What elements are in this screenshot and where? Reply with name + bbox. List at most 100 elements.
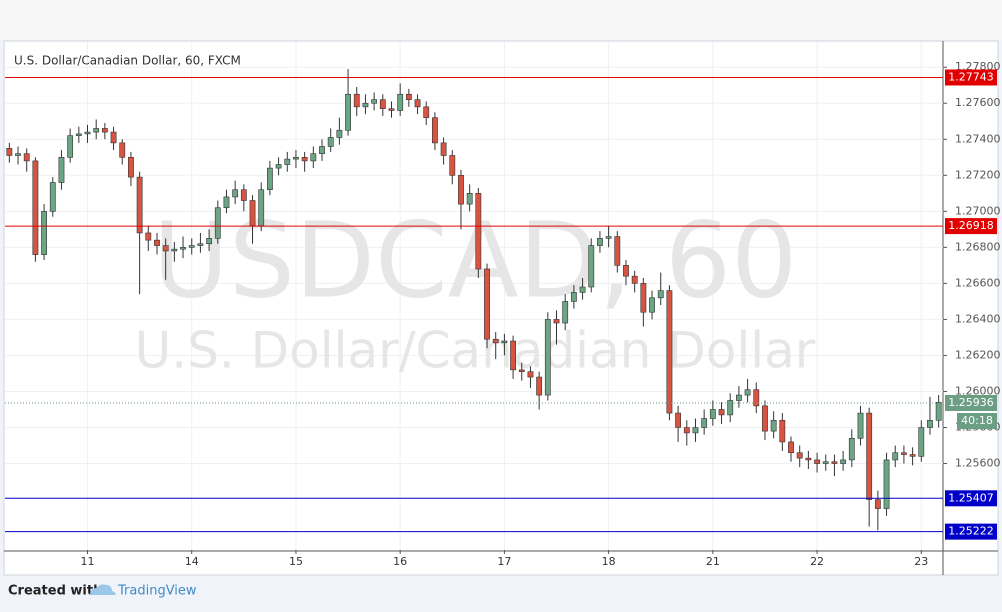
candle-body (188, 245, 195, 248)
candle-body (597, 238, 603, 246)
candle-body (892, 452, 899, 461)
candle-body (492, 338, 499, 344)
candle-body (762, 405, 768, 432)
candle-body (623, 265, 629, 277)
candle-body (814, 459, 820, 464)
candle-body (136, 176, 143, 234)
y-tick-label: 1.27400 (955, 132, 1001, 145)
candle-body (449, 155, 456, 176)
grid (5, 42, 943, 550)
candle-body (605, 236, 612, 239)
x-tick-label: 16 (393, 555, 407, 568)
candle-body (501, 340, 508, 344)
candle-body (744, 389, 751, 396)
candle-body (883, 459, 890, 509)
candle-body (770, 419, 777, 432)
candle-body (562, 301, 569, 324)
candle-body (909, 454, 916, 457)
candle-body (901, 452, 907, 455)
y-tick-label: 1.27200 (955, 168, 1001, 181)
candle-body (371, 99, 378, 104)
candle-body (214, 207, 221, 239)
candle-body (831, 461, 838, 464)
candle-body (301, 156, 308, 162)
candle-body (536, 376, 543, 396)
candle-body (275, 164, 282, 169)
candle-body (649, 297, 655, 313)
candle-body (432, 117, 438, 144)
x-tick-label: 21 (706, 555, 720, 568)
candle-body (709, 409, 716, 419)
candle-body (353, 93, 360, 108)
candle-body (840, 459, 847, 464)
candle-body (336, 129, 343, 138)
candle-body (796, 452, 803, 459)
level-tag (945, 490, 997, 507)
candle-body (388, 108, 395, 111)
watermark-symbol: USDCAD, 60 (153, 199, 798, 321)
candle-body (666, 290, 673, 414)
last-price-tag (945, 395, 997, 412)
x-tick-label: 22 (810, 555, 824, 568)
y-tick-label: 1.26600 (955, 276, 1001, 289)
brand-icon[interactable] (90, 584, 116, 595)
candle-body (518, 369, 525, 372)
candle-body (544, 319, 551, 396)
footer-brand[interactable]: TradingView (117, 584, 197, 599)
candle-body (805, 457, 812, 461)
candle-body (588, 245, 595, 288)
candle-body (345, 93, 351, 131)
y-tick-label: 1.26400 (955, 312, 1001, 325)
top-bar (0, 0, 1002, 40)
candle-body (683, 427, 690, 434)
level-tag (945, 523, 997, 540)
level-tag (945, 218, 997, 235)
candle-body (84, 131, 91, 135)
candle-body (249, 200, 256, 227)
candle-body (640, 283, 647, 313)
candle-body (701, 418, 708, 428)
candle-body (119, 142, 126, 158)
marks (6, 69, 942, 531)
candle-body (58, 156, 65, 183)
candle-body (440, 142, 447, 156)
candle-body (857, 412, 864, 439)
candle-body (110, 131, 117, 144)
last-price-label: 1.25936 (948, 396, 994, 409)
candle-body (49, 182, 56, 212)
candle-body (935, 401, 942, 421)
candle-body (310, 153, 317, 162)
x-tick-label: 23 (914, 555, 928, 568)
candle-body (692, 427, 699, 434)
candle-body (232, 189, 239, 198)
candle-body (293, 156, 299, 160)
candle-body (379, 99, 386, 109)
candle-body (570, 292, 577, 302)
level-tag-label: 1.27743 (948, 70, 994, 83)
candle-body (223, 196, 230, 209)
candle-body (475, 193, 482, 270)
candle-body (75, 133, 82, 136)
chart-frame (3, 40, 999, 576)
candle-body (675, 412, 682, 428)
candle-body (874, 499, 881, 509)
candle-body (197, 243, 204, 246)
candle-body (171, 248, 178, 252)
candle-body (206, 238, 213, 245)
candle-body (779, 419, 786, 443)
y-tick-label: 1.26000 (955, 384, 1001, 397)
candle-body (866, 412, 873, 500)
candle-body (128, 156, 134, 178)
chart-title: U.S. Dollar/Canadian Dollar, 60, FXCM (14, 54, 241, 68)
countdown-label: 40:18 (961, 414, 993, 427)
y-tick-label: 1.27600 (955, 96, 1001, 109)
candle-body (527, 371, 534, 378)
candle-body (6, 147, 13, 156)
x-tick-label: 17 (497, 555, 511, 568)
candle-body (727, 400, 734, 416)
candle-body (67, 135, 74, 158)
candle-body (258, 189, 265, 227)
candle-body (579, 286, 586, 293)
candle-body (145, 232, 152, 241)
